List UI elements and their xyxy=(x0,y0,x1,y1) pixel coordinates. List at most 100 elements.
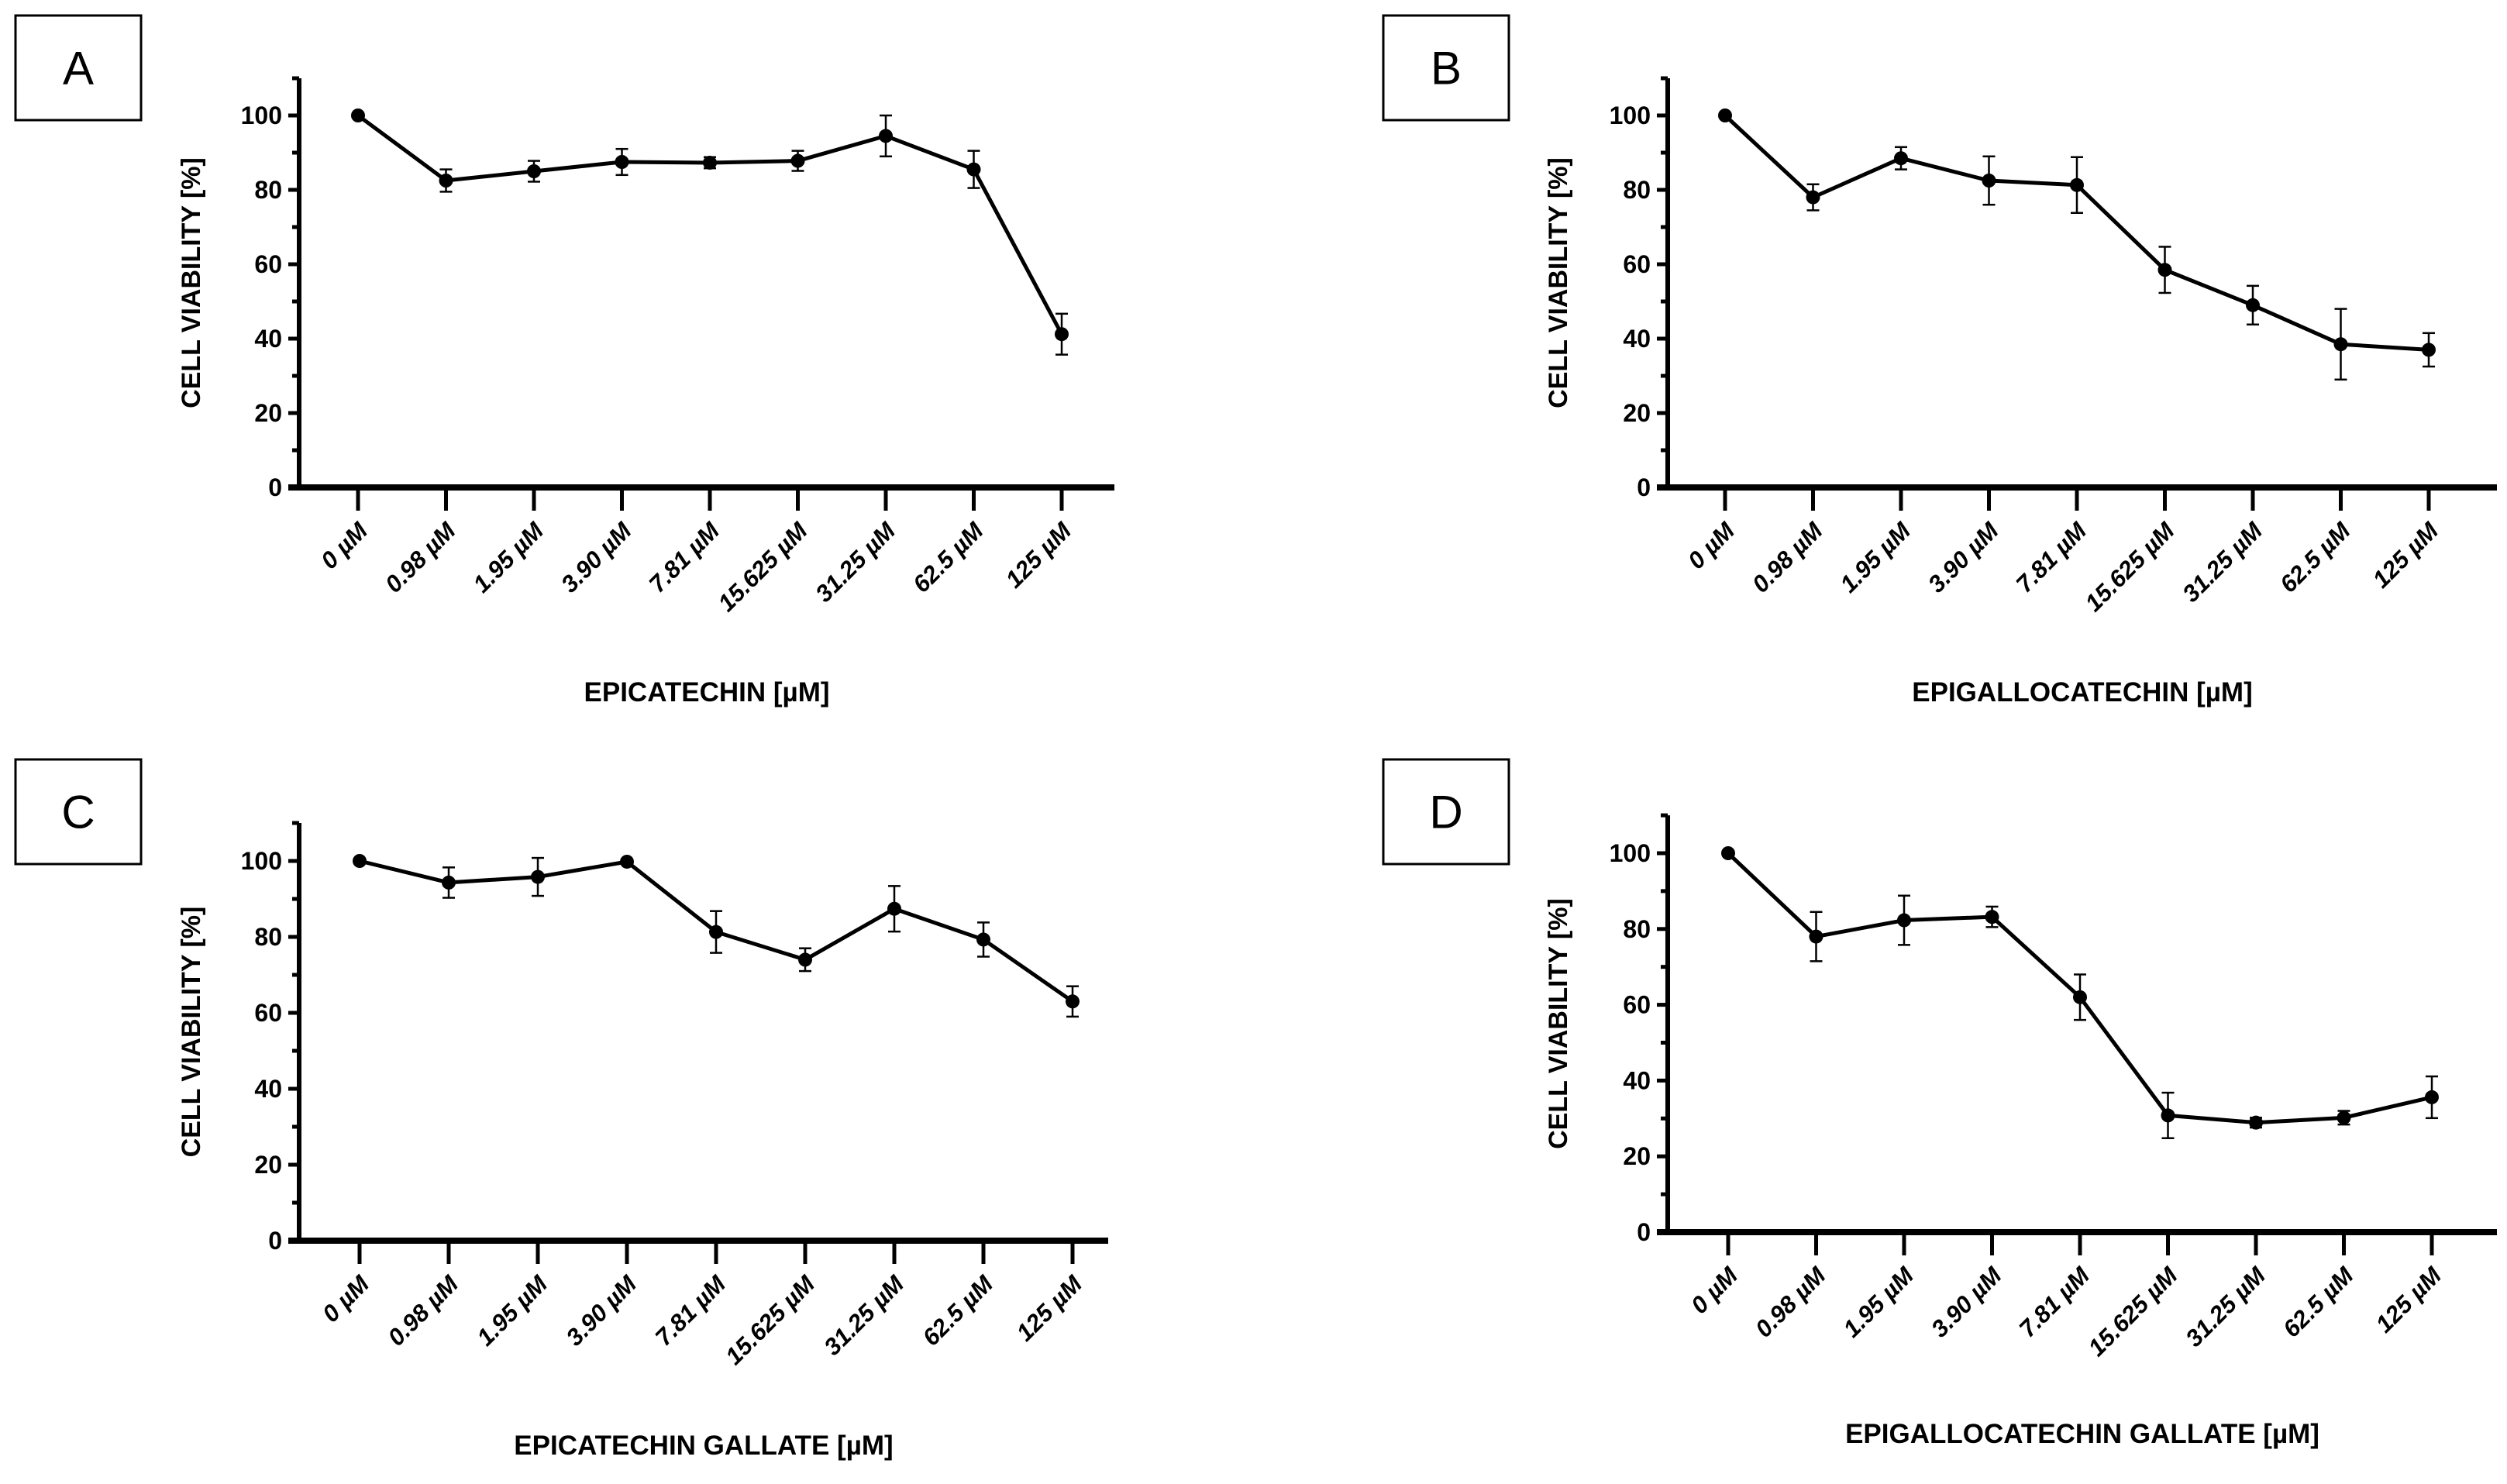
data-point xyxy=(790,153,805,168)
y-axis-title: CELL VIABILITY [%] xyxy=(177,157,206,408)
y-axis-title: CELL VIABILITY [%] xyxy=(1544,157,1573,408)
x-tick-label: 15.625 µM xyxy=(2080,516,2181,617)
y-tick-label: 100 xyxy=(1610,839,1651,867)
data-point xyxy=(966,162,981,177)
data-point xyxy=(1985,910,1999,924)
y-tick-label: 40 xyxy=(254,1075,282,1103)
data-point xyxy=(1806,190,1820,205)
data-point xyxy=(1982,174,1996,188)
data-point xyxy=(1055,327,1069,342)
y-tick-label: 0 xyxy=(268,1227,282,1255)
data-point xyxy=(439,174,453,188)
data-point xyxy=(1721,846,1735,860)
x-axis-title: EPIGALLOCATECHIN GALLATE [µM] xyxy=(1845,1419,2319,1449)
x-tick-label: 0.98 µM xyxy=(383,1269,464,1351)
panel-label-box xyxy=(14,758,143,866)
x-tick-label: 62.5 µM xyxy=(2278,1261,2359,1342)
x-axis-title: EPICATECHIN GALLATE [µM] xyxy=(514,1431,893,1461)
panel-label: D xyxy=(1429,787,1462,838)
data-point xyxy=(798,952,812,967)
x-tick-label: 62.5 µM xyxy=(918,1269,999,1351)
x-tick-label: 0.98 µM xyxy=(1750,1261,1831,1342)
panel-b: B 0 20 40 60 80 100 CELL VIABILITY [%] 0 µM 0.98 … xyxy=(1382,14,2497,708)
x-tick-label: 15.625 µM xyxy=(720,1269,821,1370)
y-tick-label: 80 xyxy=(1623,915,1651,943)
panel-label-box xyxy=(1382,758,1510,866)
y-tick-label: 20 xyxy=(1623,1142,1651,1170)
data-point xyxy=(1894,151,1908,166)
y-tick-label: 100 xyxy=(241,102,282,129)
x-tick-label: 62.5 µM xyxy=(2275,516,2356,597)
data-point xyxy=(2422,343,2436,357)
y-tick-label: 60 xyxy=(254,999,282,1027)
data-point xyxy=(879,129,893,143)
data-point xyxy=(2161,1108,2175,1123)
y-tick-label: 60 xyxy=(1623,991,1651,1019)
x-tick-label: 1.95 µM xyxy=(1838,1261,1920,1342)
data-point xyxy=(703,155,717,170)
y-tick-label: 40 xyxy=(1623,325,1651,353)
x-tick-label: 1.95 µM xyxy=(1835,516,1916,597)
panel-label-box xyxy=(14,14,143,122)
x-tick-label: 3.90 µM xyxy=(561,1269,642,1351)
data-point xyxy=(1718,108,1732,122)
x-tick-label: 0 µM xyxy=(317,1269,375,1327)
x-tick-label: 125 µM xyxy=(1011,1269,1088,1346)
data-point xyxy=(442,875,456,890)
data-point xyxy=(351,108,365,122)
x-tick-label: 15.625 µM xyxy=(2083,1261,2184,1362)
x-axis-title: EPIGALLOCATECHIN [µM] xyxy=(1912,677,2252,708)
x-tick-label: 3.90 µM xyxy=(1923,516,2004,597)
data-point xyxy=(620,854,634,869)
x-tick-label: 0.98 µM xyxy=(380,516,461,597)
x-tick-label: 31.25 µM xyxy=(810,516,901,607)
x-tick-label: 0.98 µM xyxy=(1747,516,1828,597)
y-tick-label: 100 xyxy=(1610,102,1651,129)
panel-label: A xyxy=(63,43,94,95)
x-tick-label: 125 µM xyxy=(2371,1261,2447,1338)
x-tick-label: 0 µM xyxy=(1682,516,1741,574)
data-point xyxy=(615,155,629,169)
data-point xyxy=(1809,929,1823,944)
y-tick-label: 60 xyxy=(1623,250,1651,278)
y-tick-label: 0 xyxy=(268,473,282,501)
x-tick-label: 7.81 µM xyxy=(644,516,725,597)
y-tick-label: 40 xyxy=(1623,1066,1651,1094)
x-tick-label: 3.90 µM xyxy=(1926,1261,2007,1342)
x-tick-label: 7.81 µM xyxy=(2011,516,2092,597)
data-point xyxy=(353,854,367,868)
data-point xyxy=(976,932,990,947)
x-tick-label: 125 µM xyxy=(2368,516,2444,593)
x-tick-label: 3.90 µM xyxy=(556,516,637,597)
x-tick-label: 7.81 µM xyxy=(650,1269,732,1351)
data-point xyxy=(887,901,901,916)
data-point xyxy=(2073,990,2087,1004)
x-tick-label: 62.5 µM xyxy=(907,516,989,597)
x-tick-label: 1.95 µM xyxy=(472,1269,553,1351)
panel-label: C xyxy=(61,787,95,838)
data-point xyxy=(2425,1090,2439,1104)
y-tick-label: 80 xyxy=(254,923,282,951)
data-point xyxy=(1066,994,1080,1009)
y-tick-label: 20 xyxy=(1623,399,1651,427)
data-point xyxy=(709,924,723,939)
data-point xyxy=(2337,1110,2351,1125)
y-tick-label: 20 xyxy=(254,399,282,427)
x-tick-label: 0 µM xyxy=(1686,1261,1744,1319)
x-tick-label: 1.95 µM xyxy=(468,516,549,597)
x-tick-label: 0 µM xyxy=(315,516,374,574)
series-line xyxy=(356,113,1064,336)
data-point xyxy=(2249,1115,2263,1130)
x-tick-label: 31.25 µM xyxy=(818,1269,909,1360)
x-tick-label: 31.25 µM xyxy=(2177,516,2268,607)
data-point xyxy=(1897,913,1911,928)
panel-d: D 0 20 40 60 80 100 CELL VIABILITY [%] 0 µM 0.98 … xyxy=(1382,758,2497,1449)
y-tick-label: 0 xyxy=(1637,473,1651,501)
y-tick-label: 60 xyxy=(254,250,282,278)
data-point xyxy=(2157,263,2172,277)
x-axis-title: EPICATECHIN [µM] xyxy=(584,677,830,708)
panel-c: C 0 20 40 60 80 100 CELL VIABILITY [%] 0 µM 0.98 … xyxy=(14,758,1108,1461)
y-tick-label: 40 xyxy=(254,325,282,353)
x-tick-label: 31.25 µM xyxy=(2180,1261,2271,1351)
